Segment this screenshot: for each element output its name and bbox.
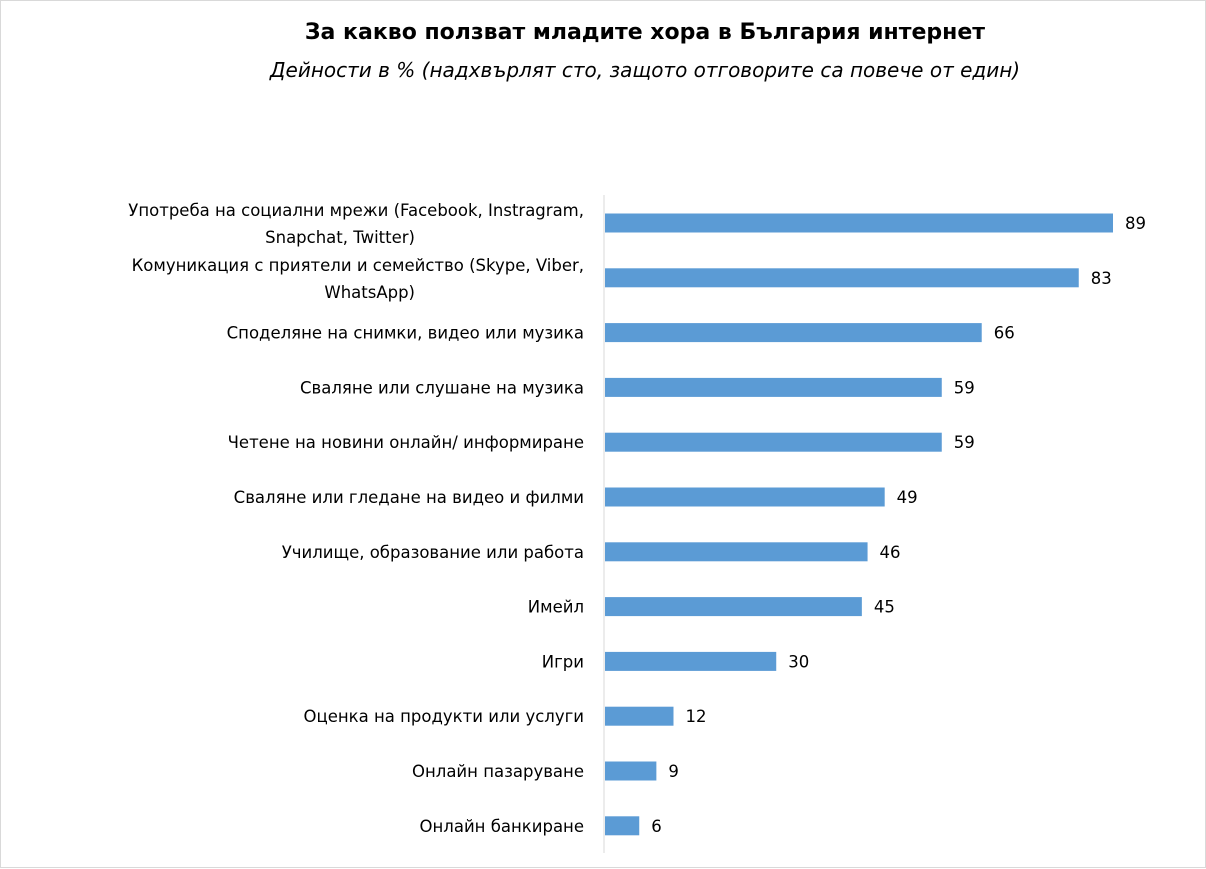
data-label: 30	[788, 652, 809, 671]
bar	[605, 597, 862, 617]
data-label: 9	[668, 762, 679, 781]
category-label: Сваляне или гледане на видео и филми	[234, 488, 584, 507]
data-label: 46	[880, 543, 901, 562]
bar	[605, 268, 1079, 288]
category-label: Оценка на продукти или услуги	[304, 707, 584, 726]
data-label: 83	[1091, 269, 1112, 288]
category-label: Употреба на социални мрежи (Facebook, In…	[128, 201, 584, 247]
category-label: Имейл	[528, 598, 584, 617]
data-label: 12	[685, 707, 706, 726]
category-label: Игри	[542, 652, 584, 671]
bar	[605, 432, 942, 452]
chart-subtitle: Дейности в % (надхвърлят сто, защото отг…	[269, 58, 1021, 82]
category-label: Четене на новини онлайн/ информиране	[228, 433, 584, 452]
bar	[605, 542, 868, 562]
category-label: Комуникация с приятели и семейство (Skyp…	[132, 256, 584, 302]
bar	[605, 651, 777, 671]
bar	[605, 213, 1113, 233]
category-label: Споделяне на снимки, видео или музика	[227, 324, 584, 343]
chart-title: За какво ползват младите хора в България…	[304, 20, 986, 45]
category-label: Онлайн банкиране	[420, 817, 584, 836]
data-label: 59	[954, 378, 975, 397]
bar	[605, 323, 982, 343]
bar	[605, 377, 942, 397]
category-label: Училище, образование или работа	[282, 543, 584, 562]
data-label: 89	[1125, 214, 1146, 233]
data-label: 6	[651, 817, 662, 836]
bar	[605, 761, 657, 781]
bar	[605, 816, 640, 836]
data-label: 66	[994, 324, 1015, 343]
bar	[605, 487, 885, 507]
data-label: 49	[897, 488, 918, 507]
category-label: Онлайн пазаруване	[412, 762, 584, 781]
category-label: Сваляне или слушане на музика	[300, 378, 584, 397]
data-label: 45	[874, 598, 895, 617]
bar	[605, 706, 674, 726]
data-label: 59	[954, 433, 975, 452]
